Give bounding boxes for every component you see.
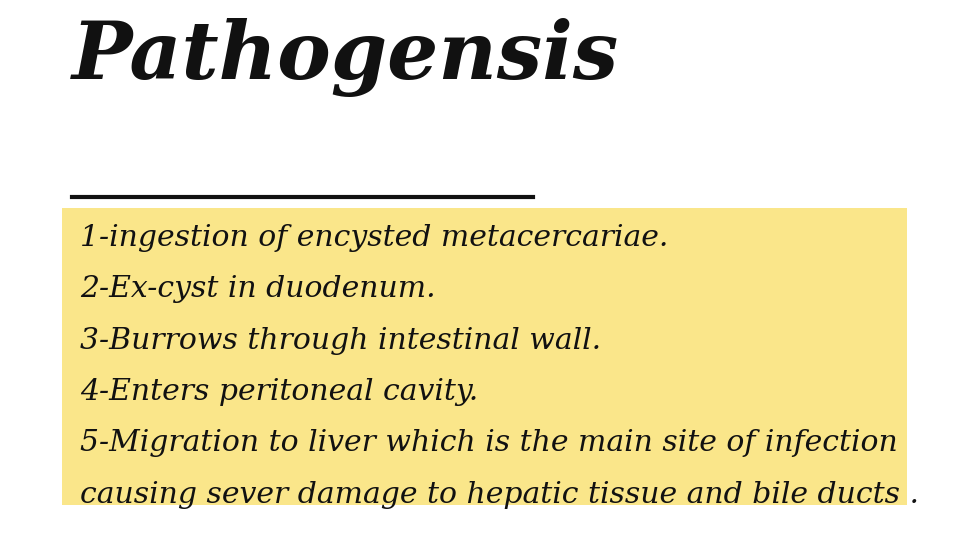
Text: 2-Ex-cyst in duodenum.: 2-Ex-cyst in duodenum. xyxy=(80,275,435,303)
Text: 4-Enters peritoneal cavity.: 4-Enters peritoneal cavity. xyxy=(80,378,478,406)
Text: Pathogensis: Pathogensis xyxy=(72,18,619,97)
Text: causing sever damage to hepatic tissue and bile ducts .: causing sever damage to hepatic tissue a… xyxy=(80,481,919,509)
Text: 3-Burrows through intestinal wall.: 3-Burrows through intestinal wall. xyxy=(80,327,601,355)
Text: 1-ingestion of encysted metacercariae.: 1-ingestion of encysted metacercariae. xyxy=(80,224,668,252)
Text: 5-Migration to liver which is the main site of infection: 5-Migration to liver which is the main s… xyxy=(80,429,898,457)
